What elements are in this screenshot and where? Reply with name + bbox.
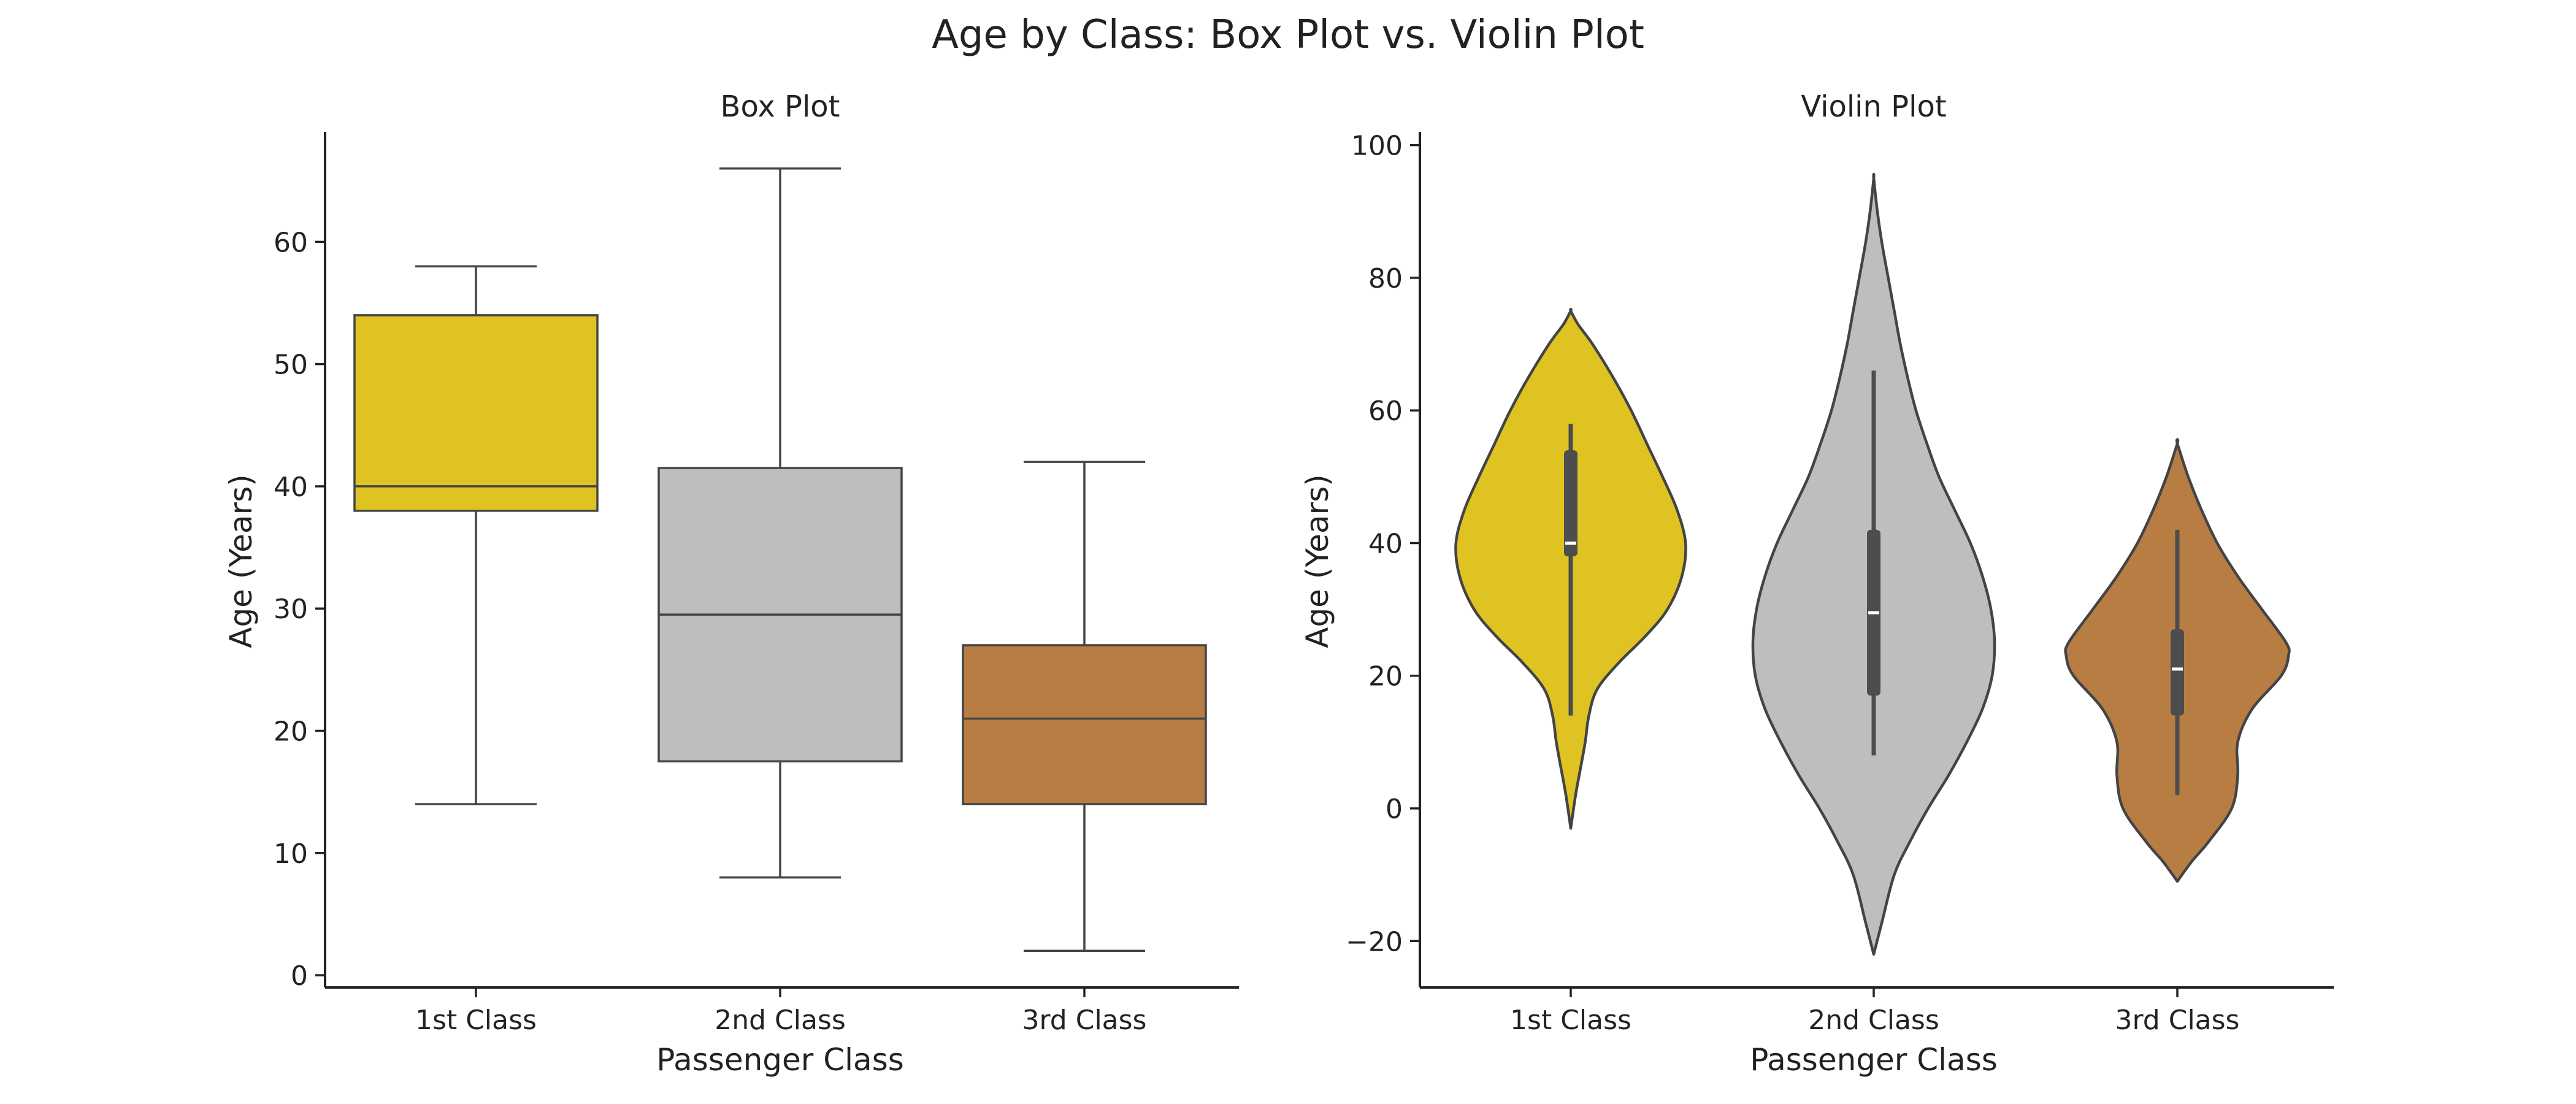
violin-plot-y-tick-label: 100 bbox=[1351, 131, 1403, 162]
box-3rd-class-body bbox=[962, 644, 1207, 805]
violin-plot-x-tick-label: 1st Class bbox=[1510, 1005, 1631, 1036]
violin-plot-y-tick-label: 0 bbox=[1386, 794, 1403, 825]
violin-plot-marks bbox=[1454, 172, 2291, 956]
violin-plot-y-tick-label: 40 bbox=[1368, 528, 1403, 559]
violin-plot-y-axis-label: Age (Years) bbox=[1300, 474, 1335, 648]
violin-plot-x-tick-label: 3rd Class bbox=[2115, 1005, 2240, 1036]
violin-3rd-class-iqr-box bbox=[2171, 629, 2184, 716]
box-plot-y-tick-label: 10 bbox=[274, 838, 308, 870]
violin-plot-panel: Violin Plot Passenger Class Age (Years) … bbox=[1300, 90, 2334, 1078]
box-plot-y-axis-label: Age (Years) bbox=[223, 474, 259, 648]
violin-plot-y-tick-label: 20 bbox=[1368, 661, 1403, 692]
box-plot-y-tick-label: 40 bbox=[274, 472, 308, 503]
violin-1st-class-iqr-box bbox=[1564, 450, 1577, 557]
violin-plot-y-tick-label: 80 bbox=[1368, 263, 1403, 294]
box-plot-y-tick-label: 20 bbox=[274, 716, 308, 748]
box-plot-y-tick-label: 50 bbox=[274, 350, 308, 381]
box-plot-marks bbox=[353, 167, 1207, 952]
box-plot-y-tick-label: 0 bbox=[291, 960, 308, 992]
box-plot-y-tick-label: 30 bbox=[274, 594, 308, 625]
violin-plot-x-tick-label: 2nd Class bbox=[1808, 1005, 1939, 1036]
box-1st-class-body bbox=[353, 314, 599, 512]
violin-plot-y-tick-label: −20 bbox=[1346, 926, 1403, 957]
box-plot-axes: 0 10 20 30 40 50 60 1st Class 2nd Class 3rd Class bbox=[274, 132, 1239, 1036]
box-plot-x-axis-label: Passenger Class bbox=[656, 1042, 904, 1078]
box-plot-x-tick-label: 2nd Class bbox=[715, 1005, 846, 1036]
box-plot-x-tick-label: 1st Class bbox=[415, 1005, 537, 1036]
violin-plot-title: Violin Plot bbox=[1801, 90, 1946, 124]
figure-title: Age by Class: Box Plot vs. Violin Plot bbox=[932, 12, 1644, 58]
box-plot-panel: Box Plot Passenger Class Age (Years) 0 10… bbox=[223, 90, 1239, 1078]
violin-plot-axes: −20 0 20 40 60 80 100 1st Class 2nd Class 3rd Cla… bbox=[1346, 131, 2334, 1036]
box-plot-y-tick-label: 60 bbox=[274, 227, 308, 258]
violin-plot-y-tick-label: 60 bbox=[1368, 396, 1403, 427]
box-plot-x-tick-label: 3rd Class bbox=[1022, 1005, 1147, 1036]
violin-plot-x-axis-label: Passenger Class bbox=[1750, 1042, 1998, 1078]
box-plot-title: Box Plot bbox=[721, 90, 840, 124]
